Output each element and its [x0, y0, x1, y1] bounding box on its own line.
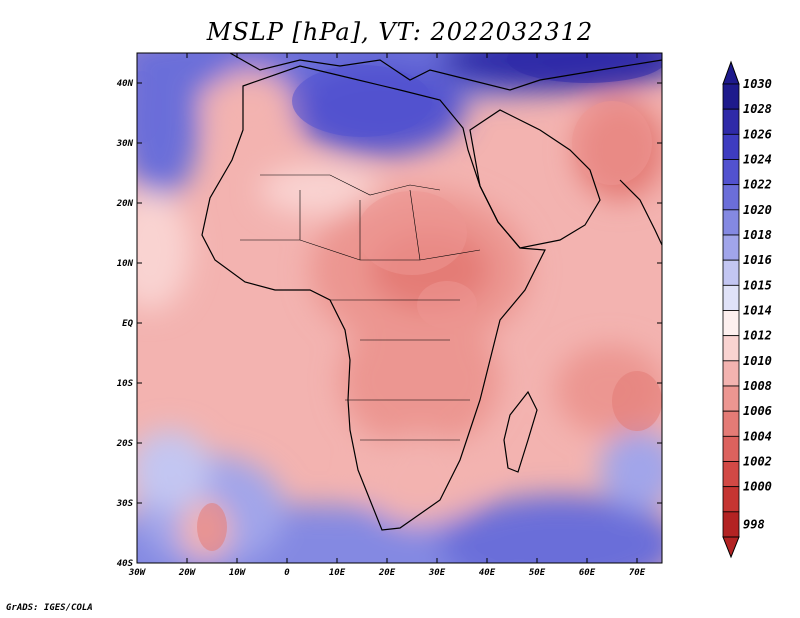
colorbar-label: 1018: [743, 228, 772, 242]
coastlines: [201, 53, 662, 531]
colorbar-label: 1030: [743, 77, 772, 91]
lon-tick-label: 10E: [329, 568, 346, 578]
colorbar-label: 1002: [743, 455, 772, 469]
pressure-region-1006: [197, 503, 227, 551]
lat-tick-label: 40N: [117, 79, 134, 89]
colorbar-swatch: [722, 184, 740, 211]
india-coastline: [619, 179, 662, 246]
colorbar-label: 1016: [743, 253, 772, 267]
colorbar-label: 1014: [743, 304, 772, 318]
colorbar-label: 1010: [743, 354, 772, 368]
lon-tick-label: 30W: [128, 568, 147, 578]
colorbar-label: 1028: [743, 102, 772, 116]
lat-tick-label: EQ: [122, 319, 133, 329]
colorbar-label: 1026: [743, 127, 772, 141]
colorbar-label: 1004: [743, 429, 772, 443]
lon-tick-label: 60E: [579, 568, 596, 578]
colorbar-label: 1006: [743, 404, 772, 418]
lon-tick-label: 20E: [378, 568, 396, 578]
lat-tick-label: 10S: [117, 379, 134, 389]
colorbar-swatch: [722, 159, 740, 186]
pressure-regions: [137, 53, 662, 551]
colorbar-swatch: [722, 234, 740, 261]
lat-tick-label: 20N: [116, 199, 134, 209]
lat-tick-label: 30N: [116, 139, 134, 149]
colorbar-swatch: [722, 133, 740, 160]
arabia-coastline: [469, 109, 601, 249]
colorbar-top-arrow: [722, 60, 740, 85]
lon-tick-label: 0: [284, 568, 290, 578]
lon-tick-label: 20W: [178, 568, 197, 578]
colorbar-label: 1020: [743, 203, 772, 217]
pressure-region-1008: [417, 281, 477, 329]
lat-tick-label: 10N: [117, 259, 134, 269]
map-title: MSLP [hPa], VT: 2022032312: [206, 18, 594, 46]
pressure-region-1024: [292, 65, 432, 137]
lon-tick-label: 10W: [229, 568, 247, 578]
lon-tick-label: 30E: [428, 568, 446, 578]
madagascar-coastline: [503, 390, 538, 473]
europe-coastline: [229, 53, 662, 91]
lat-axis: 40N 30N 20N 10N EQ 10S 20S 30S 40S: [116, 79, 662, 569]
colorbar-swatch: [722, 310, 740, 337]
lon-tick-label: 70E: [629, 568, 646, 578]
colorbar-swatch: [722, 486, 740, 513]
country-borders: [240, 174, 481, 441]
pressure-region-1022: [137, 71, 162, 143]
colorbar-swatch: [722, 435, 740, 462]
plot-frame: [136, 52, 663, 564]
lon-tick-label: 40E: [479, 568, 496, 578]
colorbar-label: 1000: [743, 480, 772, 494]
colorbar-label: 1015: [743, 278, 772, 292]
colorbar: 1030 1028 1026 1024 1022 1020 1018 1016 1015 1014…: [722, 60, 772, 559]
pressure-region-1008: [357, 191, 467, 275]
lat-tick-label: 20S: [116, 439, 134, 449]
pressure-region-1006: [612, 371, 662, 431]
colorbar-swatch: [722, 83, 740, 110]
colorbar-label: 1024: [743, 153, 772, 167]
lon-tick-label: 50E: [529, 568, 546, 578]
colorbar-swatch: [722, 284, 740, 311]
pressure-region-1028: [507, 53, 662, 83]
colorbar-label: 1008: [743, 379, 772, 393]
pressure-region-1008: [572, 101, 652, 185]
lat-tick-label: 30S: [116, 499, 134, 509]
colorbar-bottom-arrow: [722, 536, 740, 559]
africa-coastline: [201, 65, 546, 531]
colorbar-swatch: [722, 335, 740, 362]
colorbar-swatch: [722, 259, 740, 286]
lon-axis: 30W 20W 10W 0 10E 20E 30E 40E 50E 60E 70E: [128, 53, 646, 578]
colorbar-swatch: [722, 108, 740, 135]
colorbar-swatch: [722, 360, 740, 387]
grads-credit: GrADS: IGES/COLA: [6, 603, 93, 613]
colorbar-swatch: [722, 410, 740, 437]
colorbar-swatch: [722, 209, 740, 236]
colorbar-swatch: [722, 511, 740, 538]
lat-tick-label: 40S: [117, 559, 134, 569]
colorbar-swatch: [722, 385, 740, 412]
colorbar-label: 998: [743, 517, 765, 531]
pressure-field: [137, 53, 662, 563]
colorbar-label: 1022: [743, 178, 772, 192]
colorbar-swatch: [722, 461, 740, 488]
colorbar-label: 1012: [743, 329, 772, 343]
